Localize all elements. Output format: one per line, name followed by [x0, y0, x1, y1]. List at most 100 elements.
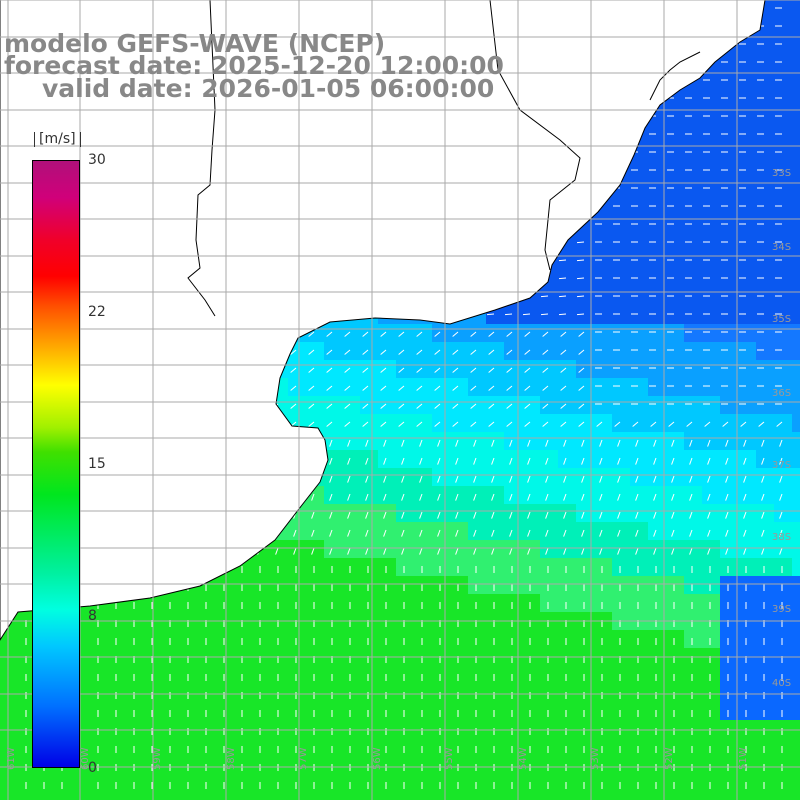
wind-speed-cell	[558, 540, 576, 558]
wind-speed-cell	[702, 774, 720, 792]
wind-speed-cell	[450, 738, 468, 756]
wind-speed-cell	[684, 414, 702, 432]
wind-arrow	[576, 313, 585, 316]
wind-arrow	[540, 313, 549, 316]
wind-speed-cell	[612, 774, 630, 792]
wind-speed-cell	[666, 252, 684, 270]
wind-arrow	[455, 457, 459, 465]
longitude-label: 51W	[738, 747, 749, 770]
wind-speed-cell	[774, 324, 792, 342]
wind-speed-cell	[792, 414, 800, 432]
wind-speed-cell	[648, 288, 666, 306]
wind-arrow	[455, 439, 459, 447]
wind-speed-cell	[738, 558, 756, 576]
wind-speed-cell	[18, 684, 36, 702]
wind-speed-cell	[504, 666, 522, 684]
wind-speed-cell	[702, 72, 720, 90]
wind-speed-cell	[378, 684, 396, 702]
wind-speed-cell	[594, 288, 612, 306]
wind-speed-cell	[450, 702, 468, 720]
wind-speed-cell	[702, 234, 720, 252]
wind-arrow	[563, 439, 567, 447]
wind-speed-cell	[738, 252, 756, 270]
wind-speed-cell	[486, 594, 504, 612]
wind-speed-cell	[774, 702, 792, 720]
wind-speed-cell	[720, 54, 738, 72]
wind-arrow	[578, 349, 585, 355]
wind-speed-cell	[702, 270, 720, 288]
wind-arrow	[671, 493, 675, 501]
wind-speed-cell	[756, 126, 774, 144]
wind-arrow	[707, 439, 711, 447]
wind-arrow	[437, 475, 441, 483]
wind-speed-cell	[702, 756, 720, 774]
wind-speed-cell	[630, 360, 648, 378]
wind-speed-cell	[720, 522, 738, 540]
model-title: modelo GEFS-WAVE (NCEP)	[4, 29, 386, 58]
wind-arrow	[452, 421, 459, 427]
wind-speed-cell	[378, 576, 396, 594]
wind-speed-cell	[792, 144, 800, 162]
wind-speed-cell	[450, 774, 468, 792]
wind-speed-cell	[504, 414, 522, 432]
wind-speed-cell	[612, 432, 630, 450]
wind-speed-cell	[360, 666, 378, 684]
longitude-label: 57W	[298, 747, 309, 770]
wind-speed-cell	[414, 558, 432, 576]
wind-speed-cell	[54, 774, 72, 792]
wind-speed-cell	[522, 594, 540, 612]
wind-speed-cell	[648, 558, 666, 576]
wind-arrow	[527, 511, 531, 519]
wind-arrow	[419, 493, 423, 501]
wind-speed-cell	[576, 378, 594, 396]
wind-arrow	[527, 493, 531, 501]
wind-speed-cell	[792, 162, 800, 180]
wind-speed-cell	[702, 180, 720, 198]
wind-speed-cell	[738, 396, 756, 414]
wind-speed-cell	[378, 522, 396, 540]
wind-speed-cell	[648, 504, 666, 522]
wind-arrow	[578, 385, 585, 391]
wind-speed-cell	[360, 396, 378, 414]
wind-arrow	[470, 349, 477, 355]
wind-speed-cell	[252, 630, 270, 648]
wind-speed-cell	[468, 666, 486, 684]
wind-speed-cell	[342, 720, 360, 738]
wind-speed-cell	[630, 540, 648, 558]
wind-speed-cell	[360, 522, 378, 540]
wind-speed-cell	[378, 360, 396, 378]
wind-speed-cell	[792, 54, 800, 72]
wind-speed-cell	[648, 702, 666, 720]
wind-speed-cell	[684, 360, 702, 378]
wind-speed-cell	[540, 342, 558, 360]
wind-speed-cell	[432, 540, 450, 558]
wind-speed-cell	[684, 666, 702, 684]
wind-arrow	[437, 493, 441, 501]
wind-speed-cell	[630, 216, 648, 234]
wind-speed-cell	[792, 216, 800, 234]
wind-speed-cell	[648, 162, 666, 180]
wind-speed-cell	[792, 126, 800, 144]
wind-speed-cell	[414, 756, 432, 774]
wind-speed-cell	[774, 486, 792, 504]
wind-speed-cell	[702, 558, 720, 576]
wind-speed-cell	[324, 630, 342, 648]
wind-speed-cell	[792, 630, 800, 648]
wind-speed-cell	[774, 108, 792, 126]
wind-arrow	[509, 493, 513, 501]
wind-arrow	[488, 421, 495, 427]
wind-speed-cell	[792, 18, 800, 36]
wind-speed-cell	[504, 306, 522, 324]
wind-speed-cell	[756, 684, 774, 702]
wind-arrow	[419, 529, 423, 537]
wind-speed-cell	[756, 774, 774, 792]
wind-speed-cell	[450, 486, 468, 504]
wind-arrow	[707, 493, 711, 501]
wind-speed-cell	[666, 630, 684, 648]
wind-speed-cell	[738, 504, 756, 522]
wind-speed-cell	[216, 630, 234, 648]
wind-speed-cell	[252, 558, 270, 576]
wind-speed-cell	[774, 306, 792, 324]
wind-speed-cell	[540, 594, 558, 612]
wind-speed-cell	[756, 576, 774, 594]
